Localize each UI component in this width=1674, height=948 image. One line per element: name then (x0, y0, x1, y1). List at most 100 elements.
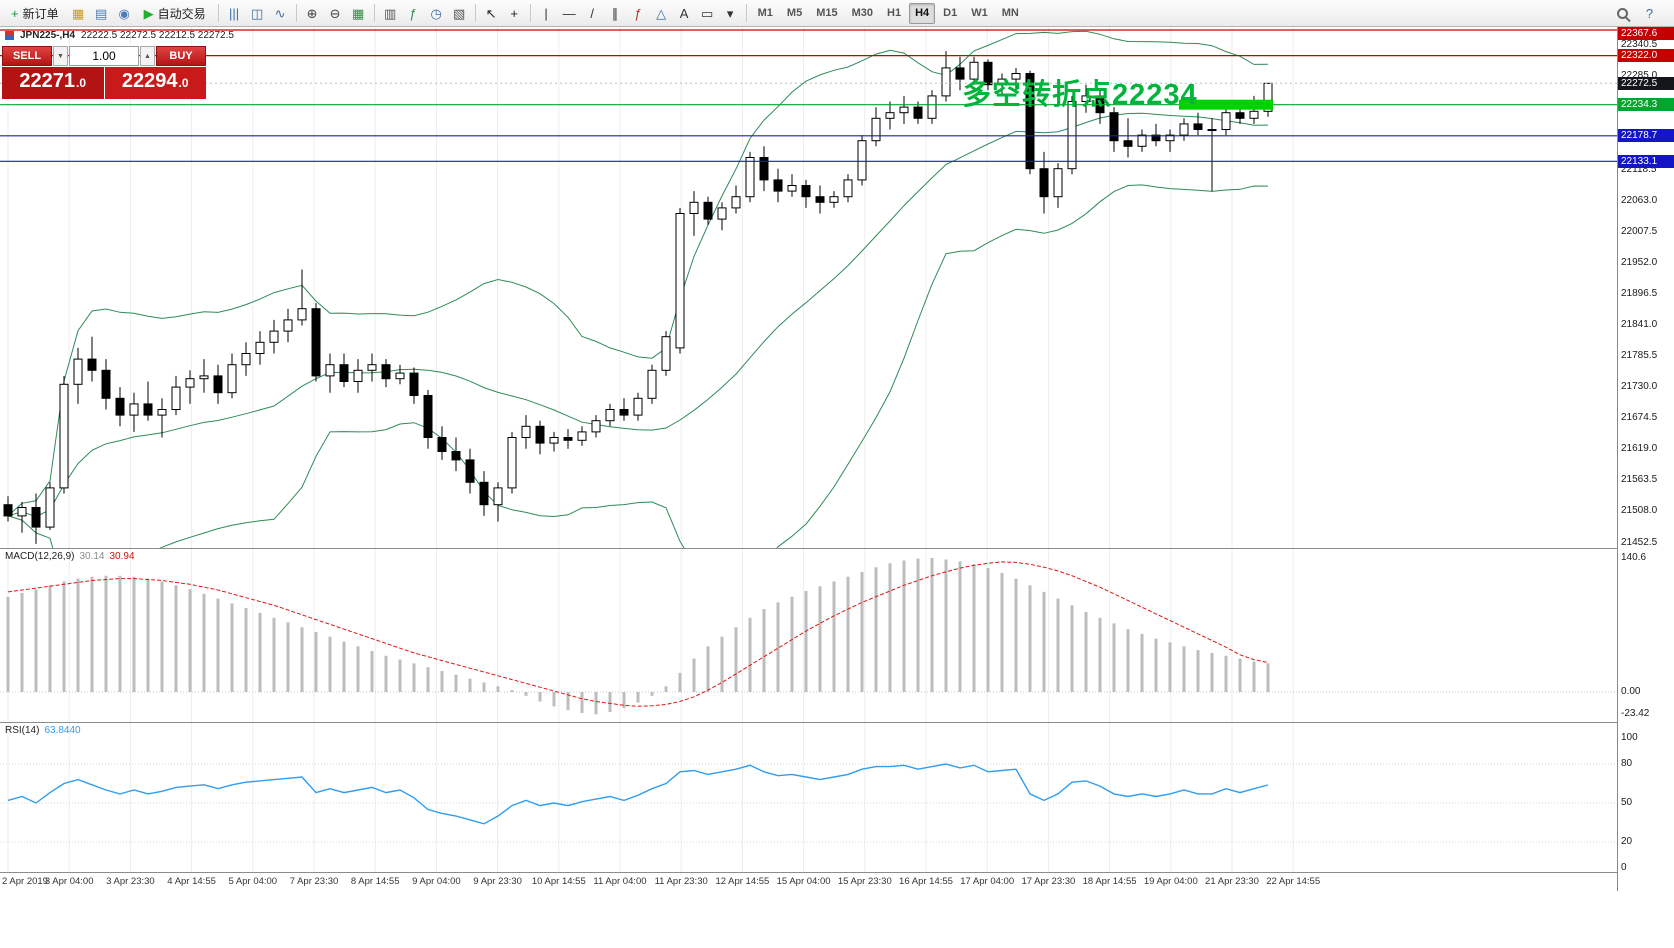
timeframe-h4[interactable]: H4 (909, 2, 936, 24)
crosshair-icon[interactable]: + (504, 3, 525, 24)
text-icon-glyph: A (679, 5, 689, 21)
trendline-icon-glyph: / (590, 5, 594, 21)
volume-increase-button[interactable]: ▲ (140, 46, 155, 66)
vertical-line-icon[interactable]: | (536, 3, 557, 24)
timeframe-w1-label: W1 (971, 7, 988, 19)
text-label-icon[interactable]: ▭ (697, 3, 718, 24)
time-axis-label: 9 Apr 23:30 (473, 876, 522, 887)
time-axis-label: 17 Apr 23:30 (1021, 876, 1076, 887)
toolbar-separator (529, 4, 531, 22)
profiles-icon[interactable]: ▤ (91, 3, 112, 24)
trade-panel-prices: 22271 .0 22294 .0 (2, 67, 206, 99)
equidistant-channel-icon[interactable]: ∥ (605, 3, 626, 24)
timeframe-mn[interactable]: MN (996, 3, 1025, 24)
price-chart-canvas[interactable] (0, 27, 1617, 890)
time-axis-label: 16 Apr 14:55 (899, 876, 953, 887)
chart-symbol: JPN225-,H4 (20, 30, 76, 41)
rsi-scale-label: 100 (1621, 732, 1638, 743)
macd-scale-label: 140.6 (1621, 552, 1647, 563)
zoom-in-icon[interactable]: ⊕ (302, 3, 323, 24)
timeframe-m5[interactable]: M5 (781, 3, 808, 24)
sell-price[interactable]: 22271 .0 (2, 67, 104, 99)
timeframe-m5-label: M5 (786, 7, 803, 19)
rsi-scale-label: 80 (1621, 758, 1633, 769)
chart-ohlc-values: 22222.5 22272.5 22212.5 22272.5 (81, 30, 234, 41)
buy-button[interactable]: BUY (156, 46, 206, 66)
sell-button[interactable]: SELL (2, 46, 52, 66)
toolbar: + 新订单 ▦ ▤ ◉ ▶ 自动交易 ||| ◫ ∿ ⊕ ⊖ ▦ ▥ ƒ ◷ ▧ ↖ + | — / ∥ ƒ △ A ▭ ▾ M1 M5 M… (0, 0, 1674, 27)
cursor-icon[interactable]: ↖ (481, 3, 502, 24)
horizontal-line-icon-glyph: — (562, 5, 576, 21)
timeframe-d1[interactable]: D1 (937, 3, 963, 24)
bollinger-middle-band (7, 112, 1269, 518)
candlesticks (3, 51, 1273, 544)
fibonacci-icon[interactable]: ƒ (628, 3, 649, 24)
time-grid-lines (7, 27, 1294, 872)
new-order-button-label: 新订单 (22, 6, 59, 21)
timeframe-m30[interactable]: M30 (846, 3, 879, 24)
timeframe-m1[interactable]: M1 (752, 3, 779, 24)
templates-icon[interactable]: ▧ (449, 3, 470, 24)
help-icon[interactable]: ? (1639, 3, 1660, 24)
timeframe-m15[interactable]: M15 (810, 3, 843, 24)
pivot-zone-highlight[interactable] (1179, 99, 1273, 110)
time-axis-label: 2 Apr 2019 (2, 876, 48, 887)
arrows-dropdown-icon-glyph: ▾ (726, 5, 734, 21)
indicators-icon-glyph: ƒ (409, 5, 417, 21)
text-icon[interactable]: A (674, 3, 695, 24)
help-icon-glyph: ? (1645, 5, 1654, 21)
macd-signal-line (7, 561, 1269, 707)
crosshair-icon-glyph: + (510, 5, 518, 21)
price-grid-label: 22340.5 (1621, 39, 1658, 51)
timeframe-h1-label: H1 (887, 7, 902, 19)
autotrading-button[interactable]: ▶ 自动交易 (137, 3, 213, 24)
sell-price-frac: .0 (76, 76, 87, 90)
sound-alert-icon[interactable]: ◉ (114, 3, 135, 24)
new-order-button[interactable]: + 新订单 (4, 3, 66, 24)
macd-main-value: 30.14 (79, 551, 105, 562)
time-axis-label: 5 Apr 04:00 (228, 876, 278, 887)
volume-input[interactable] (69, 46, 139, 66)
timeframe-m1-label: M1 (757, 7, 773, 19)
pivot-annotation-text[interactable]: 多空转折点22234 (962, 79, 1198, 111)
line-chart-icon-glyph: ∿ (274, 5, 286, 21)
trade-panel-controls: SELL ▼ ▲ BUY (2, 46, 206, 66)
price-grid-label: 22118.5 (1621, 163, 1657, 175)
price-grid-label: 21508.0 (1621, 505, 1658, 517)
equidistant-channel-icon-glyph: ∥ (611, 5, 619, 21)
tile-grid-icon[interactable]: ▦ (348, 3, 369, 24)
horizontal-line-icon[interactable]: — (559, 3, 580, 24)
arrows-dropdown-icon[interactable]: ▾ (720, 3, 741, 24)
trendline-icon[interactable]: / (582, 3, 603, 24)
shapes-icon[interactable]: △ (651, 3, 672, 24)
price-marker-22133.1: 22133.1 (1618, 154, 1674, 168)
line-chart-icon[interactable]: ∿ (270, 3, 291, 24)
time-axis-label: 3 Apr 23:30 (106, 876, 155, 887)
bar-chart-icon[interactable]: ||| (224, 3, 245, 24)
zoom-out-icon[interactable]: ⊖ (325, 3, 346, 24)
price-marker-22178.7: 22178.7 (1618, 129, 1674, 143)
chart-title: JPN225-,H4 22222.5 22272.5 22212.5 22272… (5, 30, 234, 41)
sell-price-main: 22271 (19, 70, 76, 92)
search-icon[interactable] (1617, 7, 1628, 19)
chart-window-icon[interactable]: ▦ (68, 3, 89, 24)
buy-price[interactable]: 22294 .0 (104, 67, 206, 99)
price-scale[interactable]: 22340.522285.022229.522174.022118.522063… (1617, 27, 1674, 891)
volume-decrease-button[interactable]: ▼ (53, 46, 68, 66)
price-grid-label: 21785.5 (1621, 350, 1658, 361)
periods-icon[interactable]: ◷ (426, 3, 447, 24)
chart-shift-icon[interactable]: ▥ (380, 3, 401, 24)
candlestick-chart-icon[interactable]: ◫ (247, 3, 268, 24)
time-axis-label: 17 Apr 04:00 (960, 876, 1015, 887)
indicators-icon[interactable]: ƒ (403, 3, 424, 24)
timeframe-m30-label: M30 (851, 7, 873, 19)
timeframe-w1[interactable]: W1 (965, 3, 994, 24)
timeframe-h1[interactable]: H1 (881, 3, 907, 24)
bollinger-lower-band (7, 184, 1269, 548)
tile-grid-icon-glyph: ▦ (351, 5, 365, 21)
time-axis[interactable]: 2 Apr 2019 3 Apr 04:00 3 Apr 23:30 4 Apr 14… (0, 874, 1617, 890)
price-grid-label: 21452.5 (1621, 536, 1658, 548)
price-grid-label: 21674.5 (1621, 412, 1658, 424)
timeframe-m15-label: M15 (816, 7, 838, 19)
sound-alert-icon-glyph: ◉ (118, 5, 130, 21)
